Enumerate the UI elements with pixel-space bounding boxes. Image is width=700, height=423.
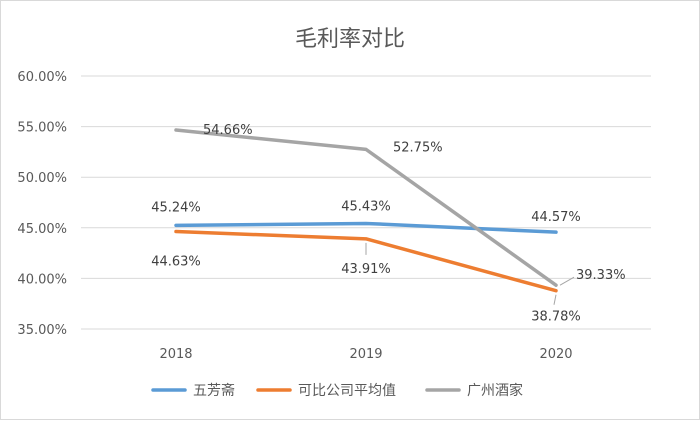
legend-label: 可比公司平均值 <box>298 383 396 399</box>
data-label: 43.91% <box>341 262 391 277</box>
data-label: 44.57% <box>531 210 581 225</box>
legend: 五芳斋 可比公司平均值 广州酒家 <box>151 382 523 399</box>
data-label: 45.24% <box>151 200 201 215</box>
x-tick-label: 2018 <box>159 347 192 362</box>
y-tick-label: 45.00% <box>17 222 67 237</box>
data-label: 52.75% <box>393 140 443 155</box>
y-tick-label: 55.00% <box>17 121 67 136</box>
y-tick-label: 50.00% <box>17 171 67 186</box>
chart-title: 毛利率对比 <box>295 27 405 52</box>
leader-line <box>559 276 575 286</box>
data-label: 44.63% <box>151 255 201 270</box>
label-leader-lines <box>365 242 575 305</box>
data-label: 45.43% <box>341 199 391 214</box>
y-tick-label: 35.00% <box>17 323 67 338</box>
gridlines <box>81 75 651 330</box>
series-lines <box>174 128 558 293</box>
y-tick-label: 60.00% <box>17 70 67 85</box>
data-label: 38.78% <box>531 310 581 325</box>
y-axis-ticks: 35.00% 40.00% 45.00% 50.00% 55.00% 60.00% <box>17 70 67 338</box>
data-labels: 45.24% 45.43% 44.57% 44.63% 43.91% 38.78% 54.6… <box>151 123 625 325</box>
series-line-2 <box>174 128 558 287</box>
legend-label: 广州酒家 <box>467 382 523 399</box>
data-label: 39.33% <box>576 268 626 283</box>
x-axis-ticks: 2018 2019 2020 <box>159 347 572 362</box>
x-tick-label: 2020 <box>539 347 572 362</box>
x-tick-label: 2019 <box>349 347 382 362</box>
y-tick-label: 40.00% <box>17 272 67 287</box>
data-label: 54.66% <box>203 123 253 138</box>
series-line-0 <box>174 221 558 234</box>
legend-label: 五芳斋 <box>193 382 235 399</box>
series-line-1 <box>174 229 558 293</box>
leader-line <box>553 294 557 305</box>
